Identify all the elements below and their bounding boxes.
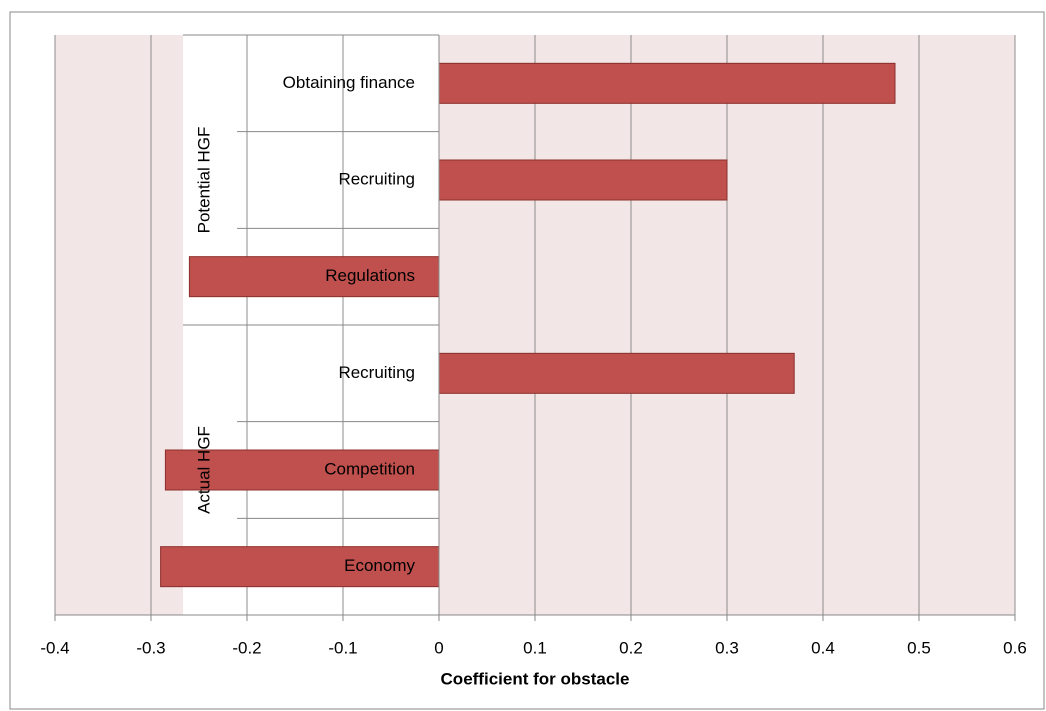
x-tick-label: 0.3 [715, 638, 739, 657]
x-tick-label: -0.1 [328, 638, 357, 657]
x-tick-label: 0.6 [1003, 638, 1027, 657]
x-tick-label: -0.3 [136, 638, 165, 657]
x-tick-label: -0.2 [232, 638, 261, 657]
bar [438, 62, 896, 104]
x-tick-label: 0.5 [907, 638, 931, 657]
category-label: Regulations [325, 266, 415, 285]
bar [188, 256, 440, 298]
x-axis-title: Coefficient for obstacle [441, 669, 630, 688]
group-label: Potential HGF [194, 127, 213, 234]
category-label: Economy [344, 556, 415, 575]
x-tick-label: 0.2 [619, 638, 643, 657]
category-label: Obtaining finance [283, 73, 415, 92]
marks: Obtaining finance Recruiting Regulations Po… [160, 35, 896, 615]
bar [160, 546, 440, 588]
bar [438, 159, 728, 201]
bar [438, 352, 795, 394]
group-label: Actual HGF [194, 426, 213, 514]
category-label: Recruiting [338, 169, 415, 188]
bar [164, 449, 440, 491]
x-tick-label: -0.4 [40, 638, 69, 657]
category-label: Competition [324, 459, 415, 478]
x-tick-label: 0.1 [523, 638, 547, 657]
category-label: Recruiting [338, 363, 415, 382]
x-tick-label: 0.4 [811, 638, 835, 657]
x-tick-label: 0 [434, 638, 443, 657]
grid [54, 34, 1016, 621]
